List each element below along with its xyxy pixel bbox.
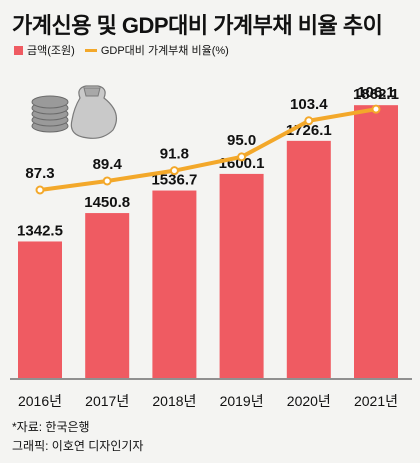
ratio-value-label-3: 95.0: [227, 132, 256, 149]
chart-title: 가계신용 및 GDP대비 가계부채 비율 추이: [12, 13, 383, 38]
legend-swatch-bar: [14, 45, 23, 55]
x-tick-label-4: 2020년: [287, 393, 331, 409]
ratio-point-3: [237, 152, 247, 162]
x-tick-label-2: 2018년: [152, 393, 196, 409]
ratio-point-1: [102, 176, 112, 186]
legend-label-line: GDP대비 가계부채 비율(%): [100, 45, 229, 57]
source-note: *자료: 한국은행: [12, 420, 90, 434]
legend-label-bar: 금액(조원): [27, 45, 75, 57]
bar-value-label-5: 1862.1: [353, 86, 399, 103]
chart-legend: 금액(조원) GDP대비 가계부채 비율(%): [14, 42, 239, 58]
ratio-point-0: [35, 185, 45, 195]
money-bag-coins-icon: [31, 85, 118, 139]
bar-value-label-1: 1450.8: [84, 194, 130, 211]
bar-value-label-2: 1536.7: [151, 172, 197, 189]
legend-swatch-line: [84, 48, 97, 52]
bar-5: [354, 105, 398, 379]
ratio-point-4: [304, 116, 314, 126]
bar-2: [152, 190, 197, 378]
ratio-value-label-1: 89.4: [93, 156, 123, 173]
x-tick-label-1: 2017년: [85, 393, 129, 409]
bar-3: [219, 173, 264, 378]
ratio-value-label-2: 91.8: [160, 146, 189, 163]
legend-item-line: GDP대비 가계부채 비율(%): [84, 42, 229, 58]
bar-value-label-0: 1342.5: [17, 222, 63, 239]
ratio-line: [38, 107, 378, 192]
ratio-value-label-4: 103.4: [290, 96, 328, 113]
ratio-value-label-5: 106.1: [357, 84, 395, 101]
x-tick-label-3: 2019년: [220, 393, 264, 409]
ratio-value-label-0: 87.3: [25, 165, 54, 182]
bar-4: [286, 140, 331, 378]
bar-0: [18, 241, 62, 378]
ratio-point-5: [371, 104, 381, 114]
x-tick-label-5: 2021년: [354, 393, 398, 409]
x-tick-label-0: 2016년: [18, 393, 62, 409]
legend-item-bar: 금액(조원): [14, 42, 75, 58]
ratio-point-2: [169, 166, 179, 176]
graphic-credit: 그래픽: 이호연 디자인기자: [12, 439, 144, 453]
bar-1: [85, 213, 130, 378]
